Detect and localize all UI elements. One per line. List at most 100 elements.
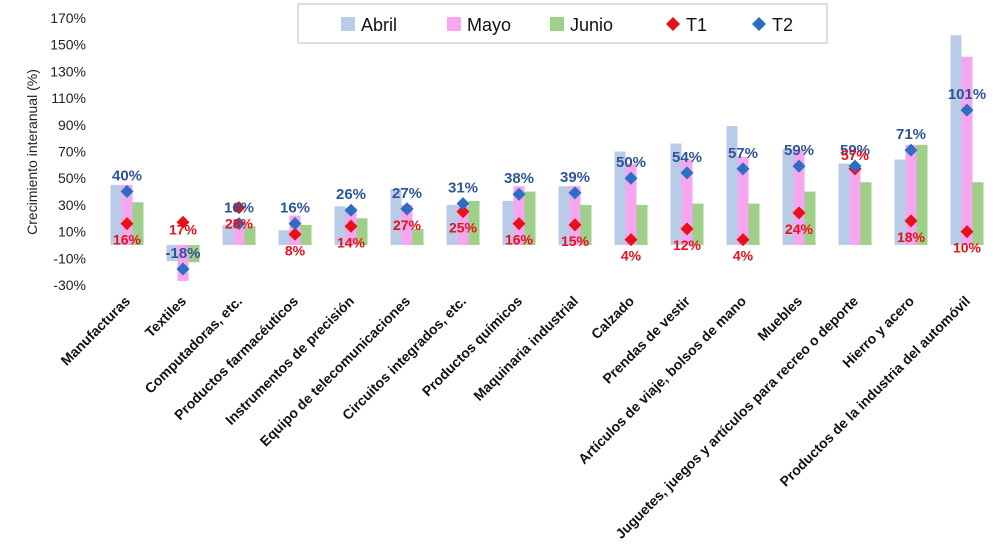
bar-mayo <box>121 184 133 245</box>
marker-t1 <box>960 225 974 239</box>
bar-mayo <box>905 144 917 245</box>
legend-swatch-abril <box>341 17 355 31</box>
marker-t1 <box>456 205 470 219</box>
marker-t2 <box>120 185 134 199</box>
bar-mayo <box>401 204 413 245</box>
marker-t2 <box>512 187 526 201</box>
data-label-t1: 17% <box>169 221 198 237</box>
data-label-t1: 4% <box>733 248 754 264</box>
data-label-t1: 12% <box>673 237 702 253</box>
bar-junio <box>636 204 648 245</box>
marker-t1 <box>624 233 638 247</box>
data-label-t1: 16% <box>113 232 142 248</box>
legend: Abril Mayo Junio T1 T2 <box>297 3 828 44</box>
data-label-t1: 28% <box>225 216 254 232</box>
y-tick-label: 50% <box>58 170 86 186</box>
bar-abril <box>950 35 962 245</box>
marker-t2 <box>792 159 806 173</box>
bar-abril <box>390 188 402 245</box>
bar-junio <box>412 228 424 245</box>
bar-abril <box>222 224 234 245</box>
bar-mayo <box>961 56 973 245</box>
bar-junio <box>132 202 144 245</box>
marker-t2 <box>904 143 918 157</box>
y-tick-label: 10% <box>58 224 86 240</box>
marker-t2 <box>624 171 638 185</box>
bar-junio <box>804 191 816 245</box>
data-label-t2: 50% <box>616 154 646 171</box>
data-label-t1: 25% <box>449 220 478 236</box>
data-label-t2: 54% <box>672 149 702 166</box>
y-axis-title: Crecimiento interanual (%) <box>24 69 40 235</box>
category-label: Computadoras, etc. <box>141 293 245 397</box>
category-label: Calzado <box>588 293 637 342</box>
marker-t2 <box>680 166 694 180</box>
marker-t2 <box>400 202 414 216</box>
legend-swatch-t1 <box>666 17 680 31</box>
bar-abril <box>726 126 738 245</box>
marker-t1 <box>680 222 694 236</box>
bar-mayo <box>681 159 693 245</box>
bar-junio <box>692 203 704 245</box>
data-label-t1: 16% <box>505 232 534 248</box>
y-axis: -30% -10% 10% 30% 50% 70% 90% 110% 130% 150% 170% <box>50 10 86 293</box>
bar-junio <box>748 203 760 245</box>
y-tick-label: 110% <box>51 90 86 106</box>
data-label-t2: 16% <box>280 200 310 217</box>
marker-t2 <box>848 159 862 173</box>
bar-mayo <box>849 164 861 245</box>
y-tick-label: 130% <box>50 63 86 79</box>
bar-junio <box>468 200 480 245</box>
bar-junio <box>356 218 368 245</box>
data-label-t2: -18% <box>165 245 200 262</box>
data-label-t2: 27% <box>392 185 422 202</box>
category-label: Textiles <box>142 293 190 341</box>
data-label-t2: 31% <box>448 180 478 197</box>
bar-mayo <box>569 186 581 245</box>
bar-abril <box>838 163 850 245</box>
category-label: Productos de la industria del automóvil <box>776 293 973 490</box>
legend-label-junio: Junio <box>570 15 613 35</box>
data-label-t1: 18% <box>897 229 926 245</box>
bar-junio <box>860 182 872 245</box>
legend-swatch-t2 <box>752 17 766 31</box>
legend-label-abril: Abril <box>361 15 397 35</box>
data-label-t1: 14% <box>337 234 366 250</box>
marker-t1 <box>344 219 358 233</box>
marker-t1 <box>176 215 190 229</box>
bar-mayo <box>457 206 469 245</box>
markers <box>120 103 974 276</box>
marker-t2 <box>736 162 750 176</box>
marker-t2 <box>232 217 246 231</box>
legend-label-mayo: Mayo <box>467 15 511 35</box>
bar-junio <box>244 226 256 245</box>
bar-abril <box>670 143 682 245</box>
data-label-t2: 101% <box>948 86 986 103</box>
bar-abril <box>334 206 346 245</box>
marker-t2 <box>176 262 190 276</box>
legend-swatch-mayo <box>447 17 461 31</box>
data-label-t1: 15% <box>561 233 590 249</box>
bar-junio <box>188 244 200 263</box>
bar-mayo <box>737 156 749 245</box>
category-label: Maquinaria industrial <box>470 293 581 404</box>
data-label-t2: 38% <box>504 170 534 187</box>
bar-abril <box>558 186 570 245</box>
data-label-t2: 71% <box>896 126 926 143</box>
category-label: Muebles <box>754 293 805 344</box>
bar-mayo <box>793 150 805 245</box>
data-labels: 40%-18%16% 16%26% 27% 31%38% 39%50% 54% 57% 59%… <box>112 86 986 263</box>
category-label: Productos químicos <box>419 293 526 400</box>
data-label-t2: 40% <box>112 168 142 185</box>
bar-abril <box>166 244 178 261</box>
y-tick-label: 150% <box>50 37 86 53</box>
bar-abril <box>278 230 290 245</box>
data-label-t2: 59% <box>784 142 814 159</box>
y-tick-label: 30% <box>58 197 86 213</box>
data-label-t2: 16% <box>224 200 254 217</box>
y-tick-label: -10% <box>53 250 86 266</box>
bar-junio <box>916 144 928 245</box>
bar-junio <box>972 182 984 245</box>
legend-label-t2: T2 <box>772 15 793 35</box>
data-label-t1: 27% <box>393 217 422 233</box>
